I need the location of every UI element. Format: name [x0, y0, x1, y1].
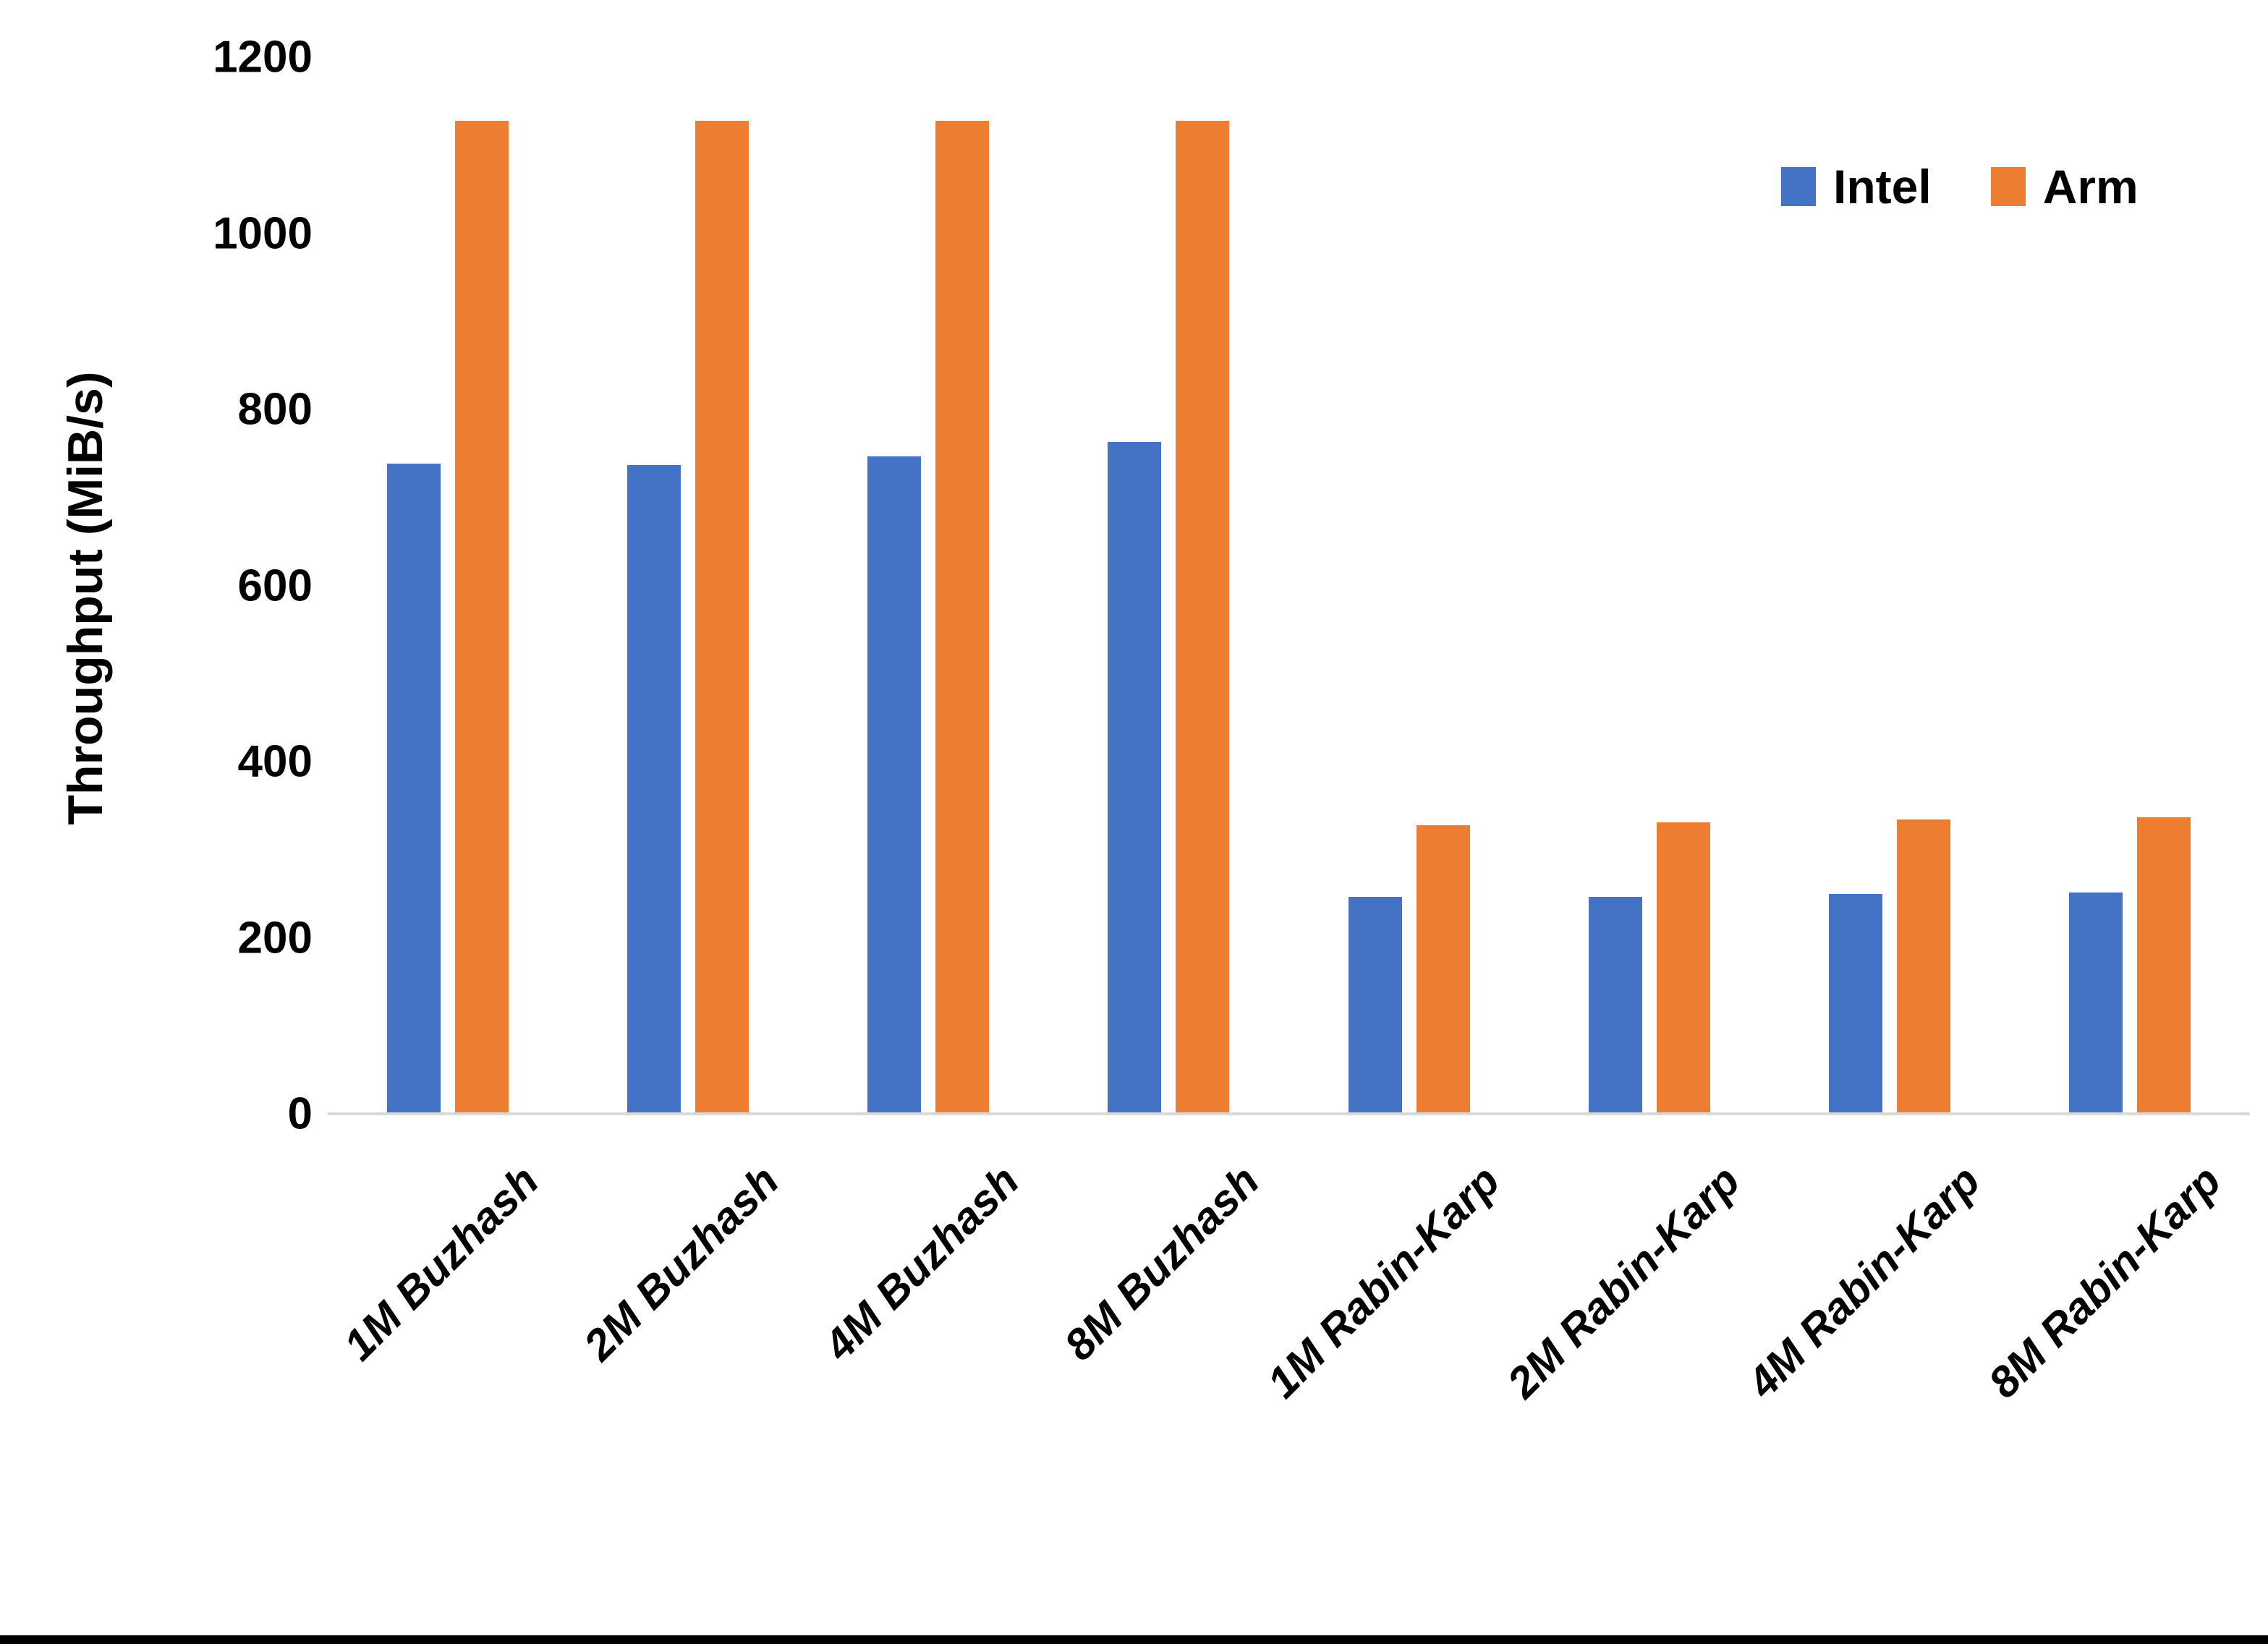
x-category-label: 8M Rabin-Karp [1979, 1156, 2230, 1407]
bar-arm-8m-rabin-karp [2136, 817, 2191, 1114]
x-category-label: 8M Buzhash [1055, 1156, 1269, 1370]
legend-item-intel: Intel [1781, 159, 1932, 214]
bar-group [328, 57, 568, 1114]
x-category-label: 2M Buzhash [574, 1156, 789, 1370]
x-category-label: 4M Rabin-Karp [1738, 1156, 1989, 1407]
y-tick-label: 200 [237, 913, 313, 963]
bar-group [2010, 57, 2250, 1114]
bar-group [1048, 57, 1288, 1114]
bar-arm-4m-buzhash [935, 121, 990, 1114]
bar-arm-2m-rabin-karp [1656, 822, 1710, 1114]
y-axis-title: Throughput (MiB/s) [58, 371, 113, 825]
bar-group [1529, 57, 1770, 1114]
legend-label-intel: Intel [1833, 160, 1932, 213]
legend-swatch-intel [1781, 167, 1816, 206]
y-tick-label: 800 [237, 384, 313, 435]
y-tick-label: 600 [237, 561, 313, 610]
y-tick-label: 1000 [213, 208, 313, 258]
x-axis-line [328, 1112, 2250, 1115]
bar-group [808, 57, 1048, 1114]
bar-intel-2m-rabin-karp [1588, 897, 1642, 1114]
x-category-label: 1M Rabin-Karp [1257, 1156, 1509, 1407]
y-tick-label: 400 [237, 736, 313, 787]
x-category-label: 2M Rabin-Karp [1498, 1156, 1749, 1407]
bar-intel-1m-buzhash [387, 464, 441, 1114]
bar-arm-1m-buzhash [455, 121, 509, 1114]
y-tick-label: 0 [287, 1089, 313, 1139]
bar-arm-4m-rabin-karp [1896, 819, 1950, 1114]
legend: Intel Arm [1781, 159, 2139, 214]
x-category-label: 4M Buzhash [815, 1156, 1029, 1370]
bar-intel-1m-rabin-karp [1348, 897, 1402, 1114]
bar-intel-8m-buzhash [1108, 442, 1162, 1114]
y-tick-label: 1200 [213, 32, 313, 82]
bar-group [1770, 57, 2010, 1114]
bar-group [1289, 57, 1529, 1114]
bar-intel-2m-buzhash [627, 465, 681, 1114]
bar-arm-1m-rabin-karp [1416, 825, 1470, 1114]
bar-arm-8m-buzhash [1176, 121, 1230, 1114]
bottom-edge-bar [0, 1635, 2268, 1644]
legend-label-arm: Arm [2042, 160, 2139, 213]
legend-swatch-arm [1990, 167, 2026, 206]
bar-intel-8m-rabin-karp [2068, 893, 2123, 1114]
legend-item-arm: Arm [1990, 159, 2139, 214]
x-category-label: 1M Buzhash [334, 1156, 548, 1370]
bar-group [568, 57, 808, 1114]
bar-arm-2m-buzhash [695, 121, 749, 1114]
bar-intel-4m-buzhash [867, 456, 922, 1114]
bar-intel-4m-rabin-karp [1828, 894, 1882, 1114]
plot-area [328, 57, 2250, 1114]
